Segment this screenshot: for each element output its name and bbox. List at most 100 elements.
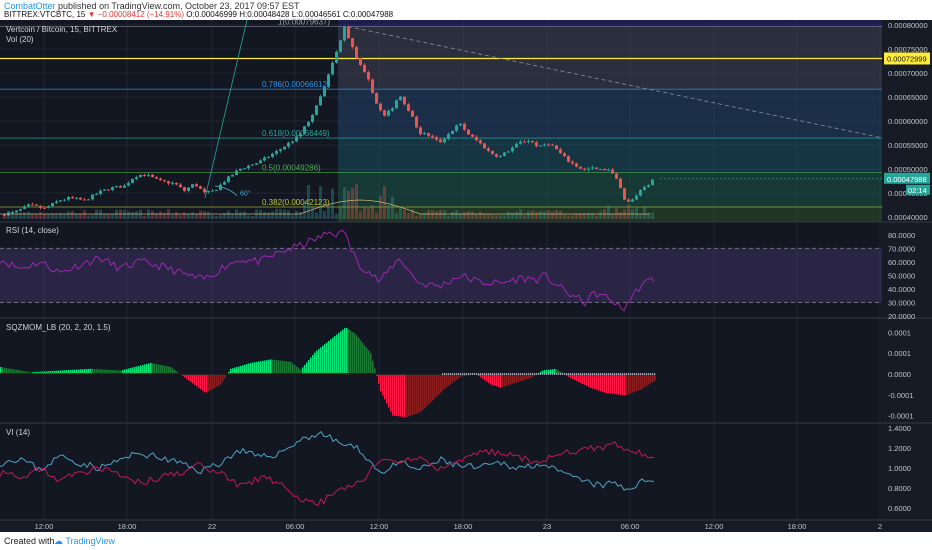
time-tick-label: 2 — [878, 522, 882, 531]
squeeze-dot — [610, 372, 612, 375]
candle-body — [3, 214, 6, 216]
candle-body — [43, 207, 46, 209]
squeeze-dot — [396, 372, 398, 375]
volume-bar — [283, 209, 286, 219]
squeeze-dot — [386, 372, 388, 375]
squeeze-dot — [356, 372, 358, 375]
momentum-bar — [612, 373, 614, 394]
publisher-name[interactable]: CombatOtter — [4, 1, 56, 11]
squeeze-dot — [376, 372, 378, 375]
squeeze-dot — [14, 372, 16, 375]
momentum-bar — [198, 373, 200, 388]
volume-bar — [243, 211, 246, 219]
candle-body — [63, 199, 66, 201]
momentum-bar — [654, 373, 656, 381]
momentum-bar — [438, 373, 440, 395]
squeeze-dot — [94, 372, 96, 375]
volume-bar — [47, 214, 50, 219]
candle-body — [95, 193, 98, 195]
candle-body — [475, 136, 478, 141]
volume-bar — [407, 213, 410, 219]
rsi-band-fill — [0, 248, 882, 303]
volume-bar — [507, 211, 510, 219]
squeeze-dot — [378, 372, 380, 375]
chart-background — [0, 20, 932, 520]
squeeze-dot — [26, 372, 28, 375]
momentum-bar — [40, 371, 42, 374]
momentum-bar — [548, 369, 550, 374]
momentum-bar — [132, 367, 134, 374]
momentum-bar — [316, 350, 318, 374]
squeeze-dot — [628, 372, 630, 375]
momentum-bar — [312, 355, 314, 374]
squeeze-dot — [56, 372, 58, 375]
squeeze-dot — [436, 372, 438, 375]
time-tick-label: 18:00 — [454, 522, 473, 531]
momentum-bar — [118, 370, 120, 374]
candle-body — [359, 58, 362, 66]
momentum-bar — [592, 373, 594, 389]
candle-body — [195, 184, 198, 187]
squeeze-dot — [156, 372, 158, 375]
squeeze-dot — [540, 372, 542, 375]
squeeze-dot — [302, 372, 304, 375]
squeeze-dot — [608, 372, 610, 375]
squeeze-dot — [594, 372, 596, 375]
momentum-bar — [504, 373, 506, 387]
squeeze-dot — [448, 372, 450, 375]
last-price-label-bg — [884, 172, 930, 184]
momentum-bar — [146, 363, 148, 374]
squeeze-dot — [374, 372, 376, 375]
squeeze-dot — [404, 372, 406, 375]
momentum-bar — [116, 370, 118, 374]
squeeze-dot — [450, 372, 452, 375]
squeeze-dot — [78, 372, 80, 375]
volume-bar — [379, 195, 382, 219]
squeeze-dot — [102, 372, 104, 375]
volume-bar — [191, 212, 194, 219]
candle-body — [35, 204, 38, 206]
squeeze-dot — [460, 372, 462, 375]
momentum-bar — [110, 369, 112, 374]
footer-bar — [0, 532, 932, 550]
momentum-bar — [494, 373, 496, 386]
volume-bar — [291, 215, 294, 219]
candle-body — [459, 123, 462, 126]
momentum-bar — [404, 373, 406, 418]
volume-bar — [487, 213, 490, 219]
squeeze-dot — [432, 372, 434, 375]
momentum-bar — [446, 373, 448, 388]
squeeze-dot — [408, 372, 410, 375]
squeeze-dot — [6, 372, 8, 375]
squeeze-dot — [428, 372, 430, 375]
candle-body — [487, 148, 490, 151]
squeeze-dot — [602, 372, 604, 375]
squeeze-dot — [120, 372, 122, 375]
squeeze-dot — [312, 372, 314, 375]
tradingview-logo[interactable]: ☁ TradingView — [54, 536, 115, 547]
volume-bar — [423, 212, 426, 219]
volume-bar — [103, 214, 106, 219]
volume-label: Vol (20) — [6, 35, 34, 44]
squeeze-dot — [62, 372, 64, 375]
momentum-bar — [416, 373, 418, 414]
candle-body — [91, 194, 94, 200]
volume-bar — [431, 210, 434, 219]
squeeze-dot — [412, 372, 414, 375]
momentum-bar — [632, 373, 634, 393]
price-tick-label: 0.00075000 — [888, 45, 928, 54]
momentum-bar — [290, 361, 292, 374]
squeeze-dot — [48, 372, 50, 375]
squeeze-dot — [480, 372, 482, 375]
candle-body — [403, 96, 406, 105]
momentum-bar — [366, 348, 368, 374]
momentum-bar — [396, 373, 398, 417]
angle-trend-line — [204, 19, 248, 199]
momentum-bar — [74, 369, 76, 374]
squeeze-dot — [32, 372, 34, 375]
squeeze-dot — [132, 372, 134, 375]
volume-bar — [479, 212, 482, 219]
momentum-bar — [112, 370, 114, 374]
squeeze-dot — [294, 372, 296, 375]
